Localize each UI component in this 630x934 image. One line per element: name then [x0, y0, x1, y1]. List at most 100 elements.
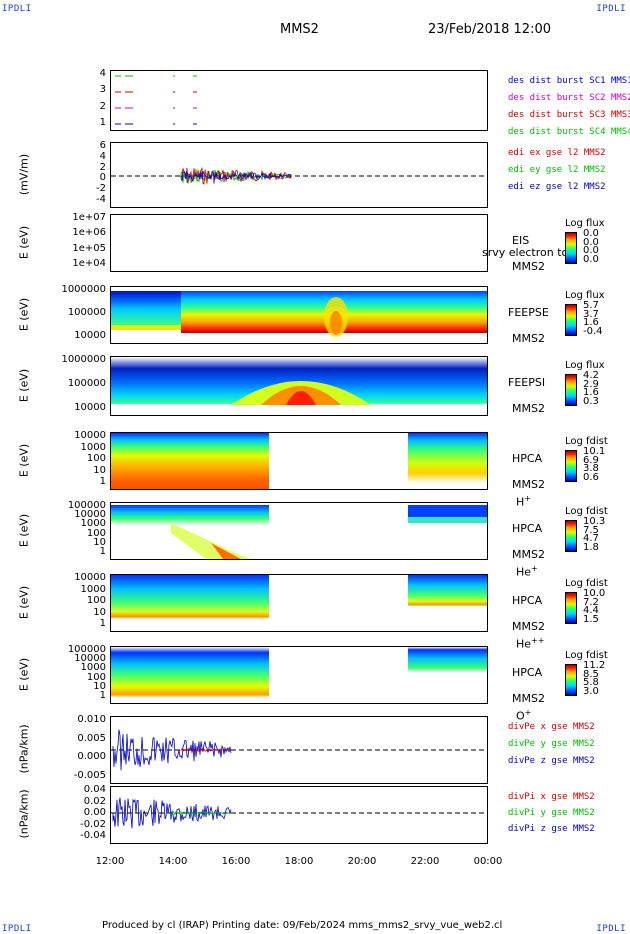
hpca-o-spectrogram [111, 647, 487, 703]
y-tick-label: 10 [93, 536, 106, 548]
y-tick-label: -0.005 [73, 770, 106, 781]
series-line [170, 810, 232, 816]
y-tick-label: -4 [96, 194, 106, 205]
colorbar-title: Log fdist [565, 578, 608, 589]
species-label: He++ [516, 636, 545, 651]
colorbar-value: 0.0 [583, 228, 599, 239]
instrument-label: HPCA [512, 594, 543, 607]
species-label: He+ [516, 564, 538, 579]
y-tick-label: 1000000 [61, 284, 106, 295]
footer-credit: Produced by cl (IRAP) Printing date: 09/… [102, 920, 503, 931]
divpi-plot [111, 797, 487, 829]
y-tick-label: 4 [99, 68, 106, 79]
y-tick-label: 0.02 [83, 795, 106, 807]
colorbar-value: 0.0 [583, 245, 599, 256]
y-tick-label: 100000 [67, 307, 106, 318]
legend-entry: divPe z gse MMS2 [508, 756, 595, 766]
colorbar-value: 10.1 [583, 446, 606, 457]
y-tick-label: 3 [99, 84, 106, 96]
y-tick-label: 1e+06 [72, 227, 106, 239]
y-tick-label: 0.00 [83, 807, 106, 818]
y-tick-label: 1 [99, 546, 106, 557]
burst-plot [115, 75, 197, 125]
colorbar-value: 1.8 [583, 541, 599, 553]
legend-entry: edi ex gse l2 MMS2 [508, 148, 606, 158]
series-line [112, 797, 232, 829]
hpca-hepp-spectrogram [111, 575, 487, 631]
colorbar [565, 520, 577, 552]
series-line [180, 166, 292, 185]
colorbar-title: Log fdist [565, 506, 608, 517]
legend-entry: divPi x gse MMS2 [508, 792, 595, 802]
x-tick-label: 12:00 [95, 856, 125, 867]
colorbar-title: Log fdist [565, 650, 608, 661]
colorbar-value: 1.6 [583, 387, 599, 398]
y-tick-label: 0.04 [83, 784, 106, 795]
corner-mark: IPDLI [2, 4, 32, 14]
y-tick-label: 1 [99, 690, 106, 701]
colorbar-value: 8.5 [583, 668, 599, 680]
y-tick-label: 0.000 [77, 751, 106, 763]
panel-divpi [110, 786, 488, 844]
instrument-label: HPCA [512, 666, 543, 679]
y-tick-label: 10000 [74, 509, 106, 521]
y-tick-label: 1e+07 [72, 212, 106, 223]
instrument-label: EIS [512, 234, 530, 247]
colorbar [565, 592, 577, 624]
y-tick-label: 100000 [67, 378, 106, 389]
panel-hpca-h [110, 432, 488, 490]
instrument-label: HPCA [512, 522, 543, 535]
colorbar-value: 1.6 [583, 317, 599, 328]
y-tick-label: 10000 [74, 402, 106, 413]
y-tick-label: 1 [99, 476, 106, 487]
colorbar [565, 450, 577, 482]
colorbar-value: 4.4 [583, 605, 599, 616]
divpe-plot [111, 729, 487, 771]
y-tick-label: 10000 [74, 653, 106, 665]
y-tick-label: 100 [86, 453, 106, 464]
x-tick-label: 00:00 [473, 856, 503, 867]
x-tick-label: 22:00 [410, 856, 440, 867]
spacecraft-label: MMS2 [512, 548, 545, 561]
y-tick-label: 1000 [80, 583, 106, 595]
y-tick-label: 2 [99, 100, 106, 112]
series-line [180, 747, 232, 753]
colorbar-value: 10.3 [583, 516, 606, 527]
colorbar-value: 5.7 [583, 300, 599, 311]
y-tick-label: 100 [86, 595, 106, 606]
legend-entry: des dist burst SC1 MMS1 [508, 76, 630, 86]
colorbar-value: 3.7 [583, 308, 599, 320]
colorbar [565, 232, 577, 264]
colorbar-value: 6.9 [583, 454, 599, 466]
species-label: O+ [516, 708, 532, 723]
spacecraft-label: MMS2 [512, 620, 545, 633]
spacecraft-label: MMS2 [512, 332, 545, 345]
feepse-spectrogram [111, 287, 487, 343]
y-tick-label: 10000 [74, 430, 106, 441]
panel-hpca-hepp [110, 574, 488, 632]
y-tick-label: -2 [96, 183, 106, 195]
panel-hpca-o [110, 646, 488, 704]
edi-plot [111, 166, 487, 185]
x-tick-label: 14:00 [158, 856, 188, 867]
y-axis-label: E (eV) [17, 297, 31, 332]
legend-entry: divPe y gse MMS2 [508, 739, 595, 749]
colorbar-title: Log flux [565, 360, 605, 371]
y-tick-label: 1000 [80, 441, 106, 453]
colorbar [565, 304, 577, 336]
y-tick-label: 2 [99, 161, 106, 173]
y-tick-label: 100 [86, 671, 106, 683]
instrument-label: FEEPSE [508, 306, 549, 319]
colorbar-value: 7.5 [583, 524, 599, 536]
y-axis-label: E (eV) [17, 368, 31, 403]
colorbar-value: 0.6 [583, 471, 599, 483]
colorbar-title: Log fdist [565, 436, 608, 447]
species-label: H+ [516, 494, 531, 509]
colorbar-value: 0.0 [583, 253, 599, 265]
y-axis-label: (nPa/km) [17, 789, 31, 839]
colorbar-title: Log flux [565, 290, 605, 301]
colorbar-value: -0.4 [583, 325, 603, 337]
colorbar-value: 5.8 [583, 677, 599, 688]
y-tick-label: 6 [99, 140, 106, 151]
legend-entry: edi ey gse l2 MMS2 [508, 165, 606, 175]
